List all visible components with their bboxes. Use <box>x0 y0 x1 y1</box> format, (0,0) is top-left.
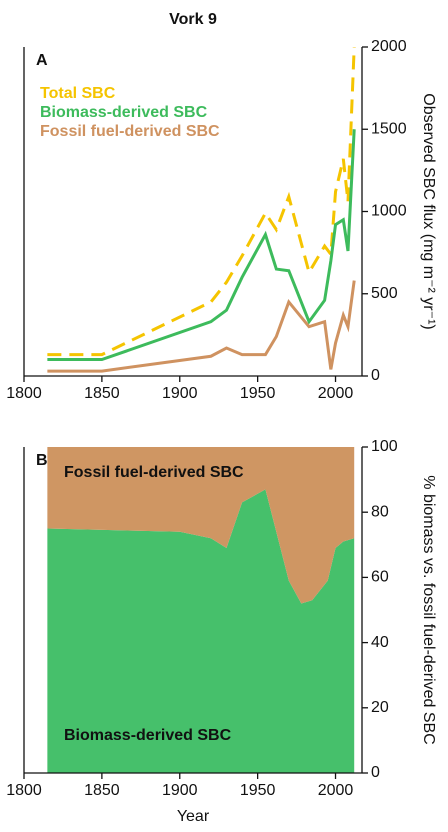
legend-entry: Biomass-derived SBC <box>40 104 208 121</box>
y-axis-label: Observed SBC flux (mg m⁻² yr⁻¹) <box>420 93 437 329</box>
y-tick-label: 20 <box>371 699 389 716</box>
series-label: Fossil fuel-derived SBC <box>64 464 244 481</box>
data-line <box>47 129 356 362</box>
y-tick-label: 60 <box>371 569 389 586</box>
x-tick-label: 1950 <box>240 385 276 402</box>
y-tick-label: 2000 <box>371 38 407 55</box>
x-tick-label: 1850 <box>84 782 120 799</box>
y-tick-label: 0 <box>371 367 380 384</box>
x-tick-label: 1800 <box>6 782 42 799</box>
data-line <box>47 280 356 373</box>
data-line <box>47 46 356 357</box>
panel-label: B <box>36 452 48 469</box>
series-label: Biomass-derived SBC <box>64 727 232 744</box>
y-tick-label: 80 <box>371 503 389 520</box>
y-tick-label: 1000 <box>371 203 407 220</box>
x-tick-label: 1850 <box>84 385 120 402</box>
x-tick-label: 1950 <box>240 782 276 799</box>
data-area <box>47 489 355 773</box>
y-tick-label: 500 <box>371 285 398 302</box>
x-tick-label: 2000 <box>318 385 354 402</box>
y-axis-label: % biomass vs. fossil fuel-derived SBC <box>420 475 437 744</box>
legend-entry: Fossil fuel-derived SBC <box>40 123 220 140</box>
x-tick-label: 1900 <box>162 385 198 402</box>
y-tick-label: 0 <box>371 764 380 781</box>
panel-label: A <box>36 52 48 69</box>
y-tick-label: 1500 <box>371 120 407 137</box>
y-tick-label: 40 <box>371 634 389 651</box>
chart-title: Vork 9 <box>169 11 217 28</box>
x-axis-label: Year <box>177 808 210 825</box>
data-area <box>47 447 355 604</box>
x-tick-label: 2000 <box>318 782 354 799</box>
legend-entry: Total SBC <box>40 85 116 102</box>
x-tick-label: 1800 <box>6 385 42 402</box>
y-tick-label: 100 <box>371 438 398 455</box>
x-tick-label: 1900 <box>162 782 198 799</box>
